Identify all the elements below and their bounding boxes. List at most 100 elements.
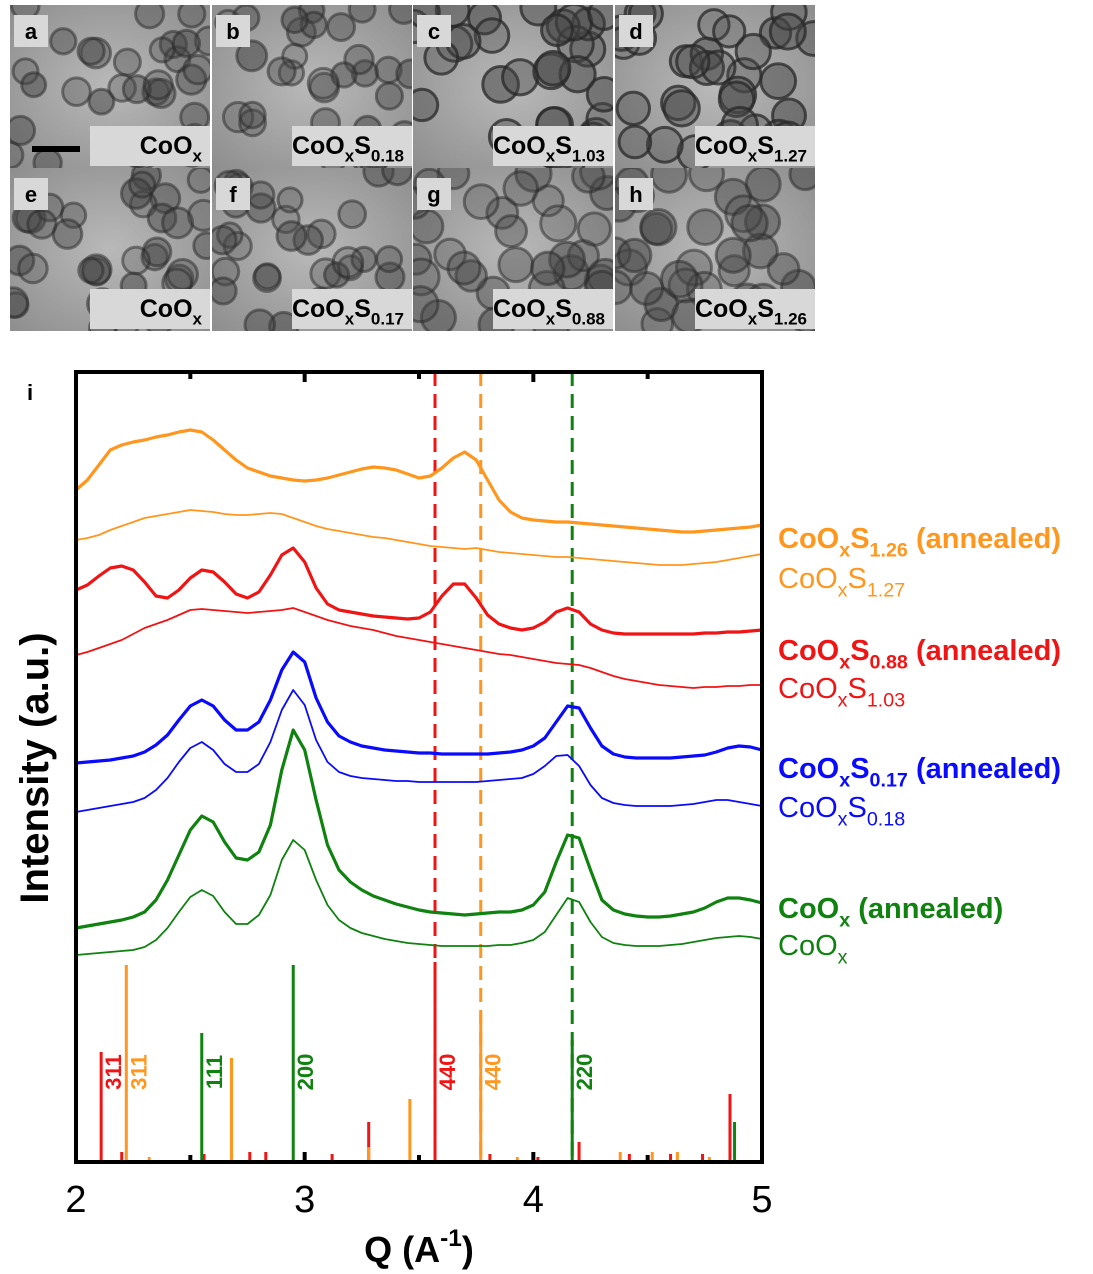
particle [282, 7, 307, 32]
particle [714, 16, 745, 47]
text-part: S [354, 132, 371, 160]
particle [464, 185, 498, 219]
panel-letter: e [25, 182, 37, 207]
particle [349, 0, 375, 22]
particle [248, 182, 274, 208]
particle [677, 45, 709, 77]
text-part: S [848, 563, 867, 595]
text-part: CoO [695, 295, 748, 323]
text-part: S [757, 295, 774, 323]
legend-entry: CoOxS0.18 [778, 792, 905, 831]
text-part: CoO [493, 132, 546, 160]
text-part: CoO [778, 893, 839, 925]
particle [89, 89, 114, 114]
legend-entry: CoOxS0.17 (annealed) [778, 753, 1061, 792]
tem-panel: fCoOxS0.17 [209, 155, 413, 341]
particle [28, 210, 56, 238]
legend-entry: CoOxS1.03 [778, 673, 905, 712]
legend-entry: CoOx (annealed) [778, 893, 1003, 932]
particle [647, 127, 682, 162]
particle [173, 30, 199, 56]
text-script: 1.27 [867, 580, 905, 602]
panel-letter: b [226, 19, 239, 44]
text-script: 0.88 [572, 310, 605, 329]
text-part: ) [462, 1229, 474, 1270]
text-part: CoO [292, 295, 345, 323]
particle [504, 172, 537, 205]
legend-entry: CoOxS1.27 [778, 563, 905, 602]
particle [541, 206, 576, 241]
panel-letter: a [25, 19, 38, 44]
particle [22, 73, 46, 97]
text-part: CoO [778, 523, 839, 555]
particle [618, 239, 650, 271]
x-tick-label: 5 [751, 1179, 772, 1221]
particle [448, 252, 480, 284]
legend-entry: CoOxS1.26 (annealed) [778, 523, 1061, 562]
x-tick-label: 3 [294, 1179, 315, 1221]
particle [536, 51, 570, 85]
particle [661, 261, 697, 297]
particle [0, 288, 28, 317]
particle [6, 116, 34, 144]
particle [578, 213, 610, 245]
tem-panel: bCoOxS0.18 [212, 0, 425, 176]
particle [688, 210, 723, 245]
plot-frame [76, 372, 762, 1162]
particle [184, 56, 212, 84]
particle [499, 248, 533, 282]
particle [619, 126, 651, 158]
text-script: -1 [440, 1225, 462, 1252]
series-line [76, 652, 762, 763]
text-part: CoO [695, 132, 748, 160]
text-part: (annealed) [908, 753, 1061, 785]
particle [130, 172, 155, 197]
text-script: 1.03 [572, 147, 605, 166]
panel-letter: f [229, 182, 237, 207]
particle [761, 64, 796, 99]
particle [617, 92, 649, 124]
peak-label: 311 [101, 1054, 126, 1090]
particle [542, 15, 573, 46]
text-part: S [354, 295, 371, 323]
particle [188, 167, 213, 192]
panel-letter: i [27, 380, 33, 405]
peak-label: 111 [202, 1055, 227, 1089]
particle [333, 248, 363, 278]
text-script: 0.88 [870, 652, 908, 674]
peak-label: 220 [572, 1054, 597, 1091]
text-part: CoO [778, 792, 838, 824]
panel-letter: h [629, 182, 642, 207]
panel-letter: d [629, 19, 642, 44]
peak-label: 200 [293, 1054, 318, 1091]
text-part: CoO [140, 132, 193, 160]
particle [308, 68, 338, 98]
particle [278, 188, 302, 212]
text-part: CoO [778, 930, 838, 962]
x-tick-label: 4 [523, 1179, 544, 1221]
series-line [76, 430, 762, 532]
particle [144, 71, 172, 99]
particle [641, 210, 676, 245]
particle [163, 208, 193, 238]
particle [150, 38, 174, 62]
x-tick-label: 2 [65, 1179, 86, 1221]
particle [63, 78, 91, 106]
text-part: S [848, 792, 867, 824]
tem-images: aCoOxbCoOxS0.18cCoOxS1.03dCoOxS1.27eCoOx… [0, 0, 831, 343]
text-script: x [839, 652, 850, 674]
text-part: CoO [292, 132, 345, 160]
text-part: (annealed) [850, 893, 1003, 925]
text-part: CoO [778, 753, 839, 785]
text-part: CoO [140, 295, 193, 323]
text-part: CoO [778, 635, 839, 667]
text-script: 1.03 [867, 690, 905, 712]
series-line [76, 608, 762, 688]
particle [78, 38, 104, 64]
particle [277, 222, 306, 251]
series-line [76, 730, 762, 928]
particle [123, 247, 150, 274]
